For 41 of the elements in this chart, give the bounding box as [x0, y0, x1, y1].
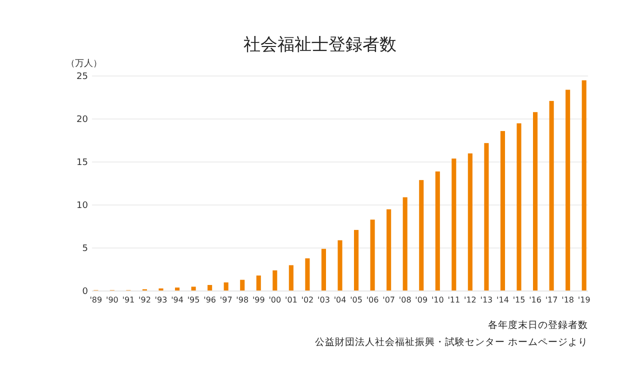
x-tick-label: '13: [480, 296, 493, 305]
x-tick-label: '16: [529, 296, 542, 305]
x-tick-label: '94: [171, 296, 184, 305]
x-tick-label: '91: [122, 296, 135, 305]
y-tick-label: 25: [76, 72, 88, 82]
x-tick-label: '17: [545, 296, 558, 305]
y-tick-label: 0: [82, 286, 88, 297]
x-tick-label: '00: [268, 296, 282, 305]
x-tick-label: '99: [252, 296, 265, 305]
x-tick-label: '92: [138, 296, 151, 305]
x-tick-label: '90: [106, 296, 118, 305]
chart-title: 社会福祉士登録者数: [244, 35, 396, 55]
x-tick-label: '98: [236, 296, 249, 305]
x-tick-label: '95: [187, 296, 200, 305]
x-tick-label: '19: [578, 296, 590, 305]
x-tick-label: '10: [431, 296, 444, 305]
x-tick-label: '03: [318, 296, 330, 305]
y-tick-label: 5: [82, 244, 88, 254]
x-tick-label: '11: [448, 296, 460, 305]
x-tick-label: '06: [366, 296, 379, 305]
y-axis-title: （万人）: [66, 58, 102, 69]
x-tick-label: '09: [415, 296, 428, 305]
text: 各年度末日の登録者数: [488, 319, 588, 331]
x-tick-label: '07: [382, 296, 396, 305]
x-tick-label: '18: [562, 296, 574, 305]
text: 公益財団法人社会福祉振興・試験センター ホームページより: [314, 336, 588, 348]
x-tick-label: '01: [284, 296, 298, 305]
x-tick-label: '97: [220, 296, 232, 305]
x-tick-label: '05: [350, 296, 362, 305]
y-tick-label: 10: [76, 200, 88, 211]
x-tick-label: '15: [512, 296, 526, 305]
x-tick-label: '93: [154, 296, 168, 305]
x-tick-label: '08: [398, 296, 412, 305]
x-tick-label: '12: [464, 296, 476, 305]
x-tick-label: '14: [496, 296, 509, 305]
x-tick-label: '04: [334, 296, 346, 305]
x-tick-label: '89: [90, 296, 102, 305]
x-tick-label: '96: [204, 296, 216, 305]
x-tick-label: '02: [301, 296, 314, 305]
y-tick-label: 20: [76, 114, 88, 125]
y-tick-label: 15: [76, 158, 88, 168]
